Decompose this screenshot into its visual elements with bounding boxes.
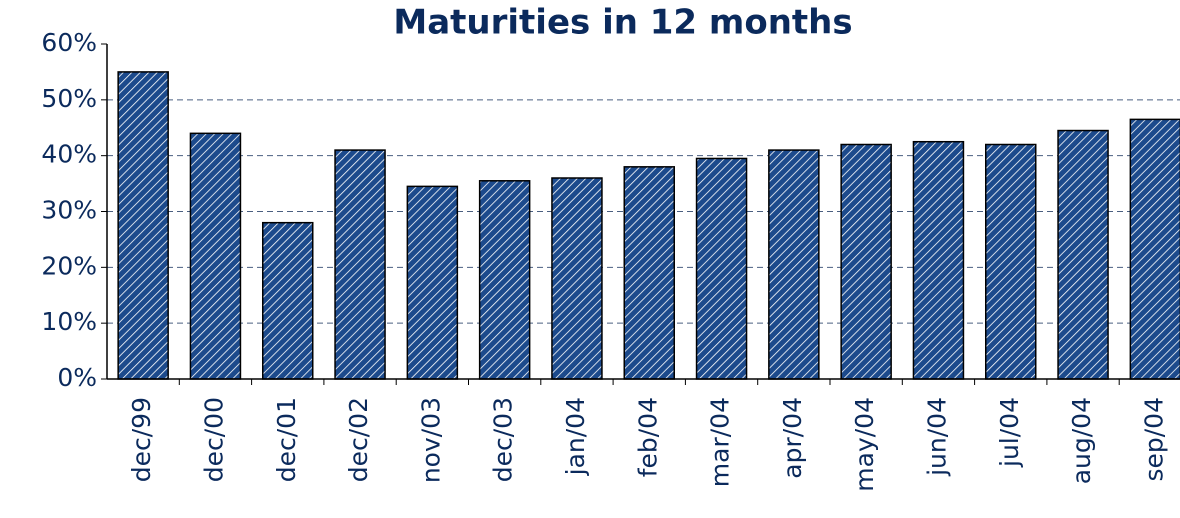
y-tick-label: 20%: [41, 251, 97, 280]
bar: [406, 185, 459, 380]
bar: [478, 180, 531, 380]
bar: [262, 221, 314, 380]
x-tick-label: apr/04: [778, 397, 807, 479]
bar: [985, 143, 1037, 380]
x-tick-label: dec/99: [127, 397, 156, 482]
x-tick-label: jan/04: [561, 397, 590, 476]
bar: [551, 177, 603, 380]
y-tick-label: 50%: [41, 84, 97, 113]
x-tick-label: dec/02: [344, 397, 373, 482]
bar: [1057, 129, 1109, 380]
x-tick-label: dec/01: [272, 397, 301, 482]
x-tick-label: jul/04: [995, 397, 1024, 468]
y-tick-label: 10%: [41, 307, 97, 336]
y-tick-label: 30%: [41, 196, 97, 225]
x-tick-label: mar/04: [706, 397, 735, 487]
bar: [1129, 118, 1180, 380]
x-tick-label: aug/04: [1067, 397, 1096, 484]
y-tick-label: 60%: [41, 28, 97, 57]
x-tick-label: nov/03: [416, 397, 445, 483]
bar: [189, 132, 242, 380]
x-tick-label: may/04: [850, 397, 879, 492]
x-tick-label: sep/04: [1139, 397, 1168, 482]
chart-title: Maturities in 12 months: [393, 3, 852, 43]
x-tick-label: dec/00: [199, 397, 228, 482]
x-tick-label: feb/04: [633, 397, 662, 477]
bar: [768, 149, 820, 380]
bar: [912, 140, 965, 380]
bar: [840, 143, 892, 380]
bar: [334, 149, 386, 380]
x-tick-label: jun/04: [922, 397, 951, 477]
bar: [695, 157, 748, 380]
bar: [117, 71, 169, 380]
bar: [623, 166, 675, 380]
x-tick-label: dec/03: [489, 397, 518, 482]
y-tick-label: 0%: [57, 363, 97, 392]
y-tick-label: 40%: [41, 140, 97, 169]
